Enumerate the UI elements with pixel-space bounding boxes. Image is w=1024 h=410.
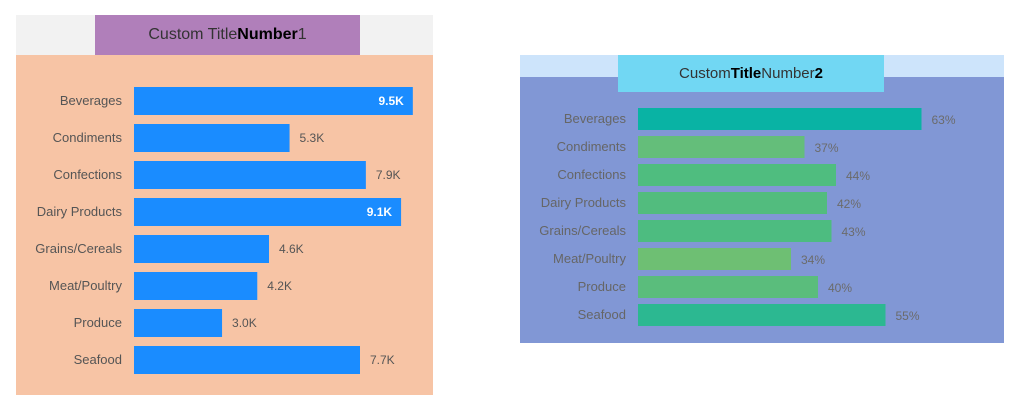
chart-2-category-label: Meat/Poultry	[553, 251, 626, 266]
chart-2-bar[interactable]	[638, 220, 832, 242]
chart-1-bar[interactable]	[134, 124, 290, 152]
chart-2-data-label: 34%	[801, 253, 825, 267]
chart-2-title-bold: Title	[730, 65, 762, 82]
chart-1-title-bold: Number	[237, 26, 298, 43]
chart-panel-2: Custom Title Number 2 Beverages 63% Condim…	[520, 55, 1004, 343]
chart-1-title-post: 1	[297, 26, 307, 43]
chart-1-category-label: Meat/Poultry	[49, 278, 122, 293]
chart-2-title-bold2: 2	[814, 65, 823, 82]
chart-1-bar[interactable]	[134, 235, 270, 263]
chart-2-title-pre: Custom	[679, 65, 731, 82]
chart-1-data-label: 3.0K	[232, 316, 257, 330]
chart-2-category-label: Produce	[578, 279, 626, 294]
chart-2-bar[interactable]	[638, 248, 791, 270]
chart-panel-1: Custom Title Number 1 Beverages 9.5K Condi…	[16, 15, 433, 395]
chart-1-category-label: Confections	[53, 167, 122, 182]
chart-1-data-label: 7.9K	[376, 168, 401, 182]
chart-1-data-label: 4.2K	[267, 279, 292, 293]
chart-2-bar[interactable]	[638, 276, 818, 298]
chart-1-category-label: Seafood	[74, 352, 122, 367]
chart-1-bar[interactable]	[134, 309, 223, 337]
chart-2-category-label: Condiments	[557, 139, 627, 154]
chart-2-category-label: Grains/Cereals	[539, 223, 626, 238]
chart-2-data-label: 55%	[896, 309, 920, 323]
chart-2-category-label: Beverages	[564, 111, 627, 126]
chart-2-data-label: 44%	[846, 169, 870, 183]
chart-1-data-label: 9.5K	[378, 94, 404, 108]
chart-1-category-label: Dairy Products	[37, 204, 123, 219]
chart-1-bar[interactable]	[134, 87, 413, 115]
chart-2-data-label: 42%	[837, 197, 861, 211]
chart-1-category-label: Condiments	[53, 130, 123, 145]
chart-2-category-label: Seafood	[578, 307, 626, 322]
chart-2-bar[interactable]	[638, 164, 836, 186]
chart-1-category-label: Beverages	[60, 93, 123, 108]
chart-1-bar[interactable]	[134, 272, 258, 300]
chart-2-data-label: 40%	[828, 281, 852, 295]
chart-1-bar[interactable]	[134, 346, 360, 374]
chart-2-data-label: 37%	[815, 141, 839, 155]
chart-1-title[interactable]: Custom Title Number 1	[95, 15, 360, 55]
chart-2-category-label: Confections	[557, 167, 626, 182]
chart-2-data-label: 43%	[842, 225, 866, 239]
chart-2-bar[interactable]	[638, 136, 805, 158]
chart-2-title[interactable]: Custom Title Number 2	[618, 55, 884, 92]
chart-2-category-label: Dairy Products	[541, 195, 627, 210]
chart-1-category-label: Produce	[74, 315, 122, 330]
chart-1-data-label: 9.1K	[367, 205, 393, 219]
chart-2-data-label: 63%	[932, 113, 956, 127]
chart-1-data-label: 4.6K	[279, 242, 304, 256]
chart-1-svg: Beverages 9.5K Condiments 5.3K Confections 7.…	[35, 87, 413, 374]
chart-2-svg: Beverages 63% Condiments 37% Confections 44% D…	[539, 108, 956, 326]
chart-1-data-label: 5.3K	[300, 131, 325, 145]
chart-2-title-mid: Number	[761, 65, 815, 82]
chart-2-bar[interactable]	[638, 108, 922, 130]
chart-2-bar[interactable]	[638, 192, 827, 214]
chart-1-bar[interactable]	[134, 161, 366, 189]
chart-2-bar[interactable]	[638, 304, 886, 326]
chart-1-data-label: 7.7K	[370, 353, 395, 367]
chart-1-bar[interactable]	[134, 198, 402, 226]
chart-1-category-label: Grains/Cereals	[35, 241, 122, 256]
chart-1-title-pre: Custom Title	[148, 26, 238, 43]
